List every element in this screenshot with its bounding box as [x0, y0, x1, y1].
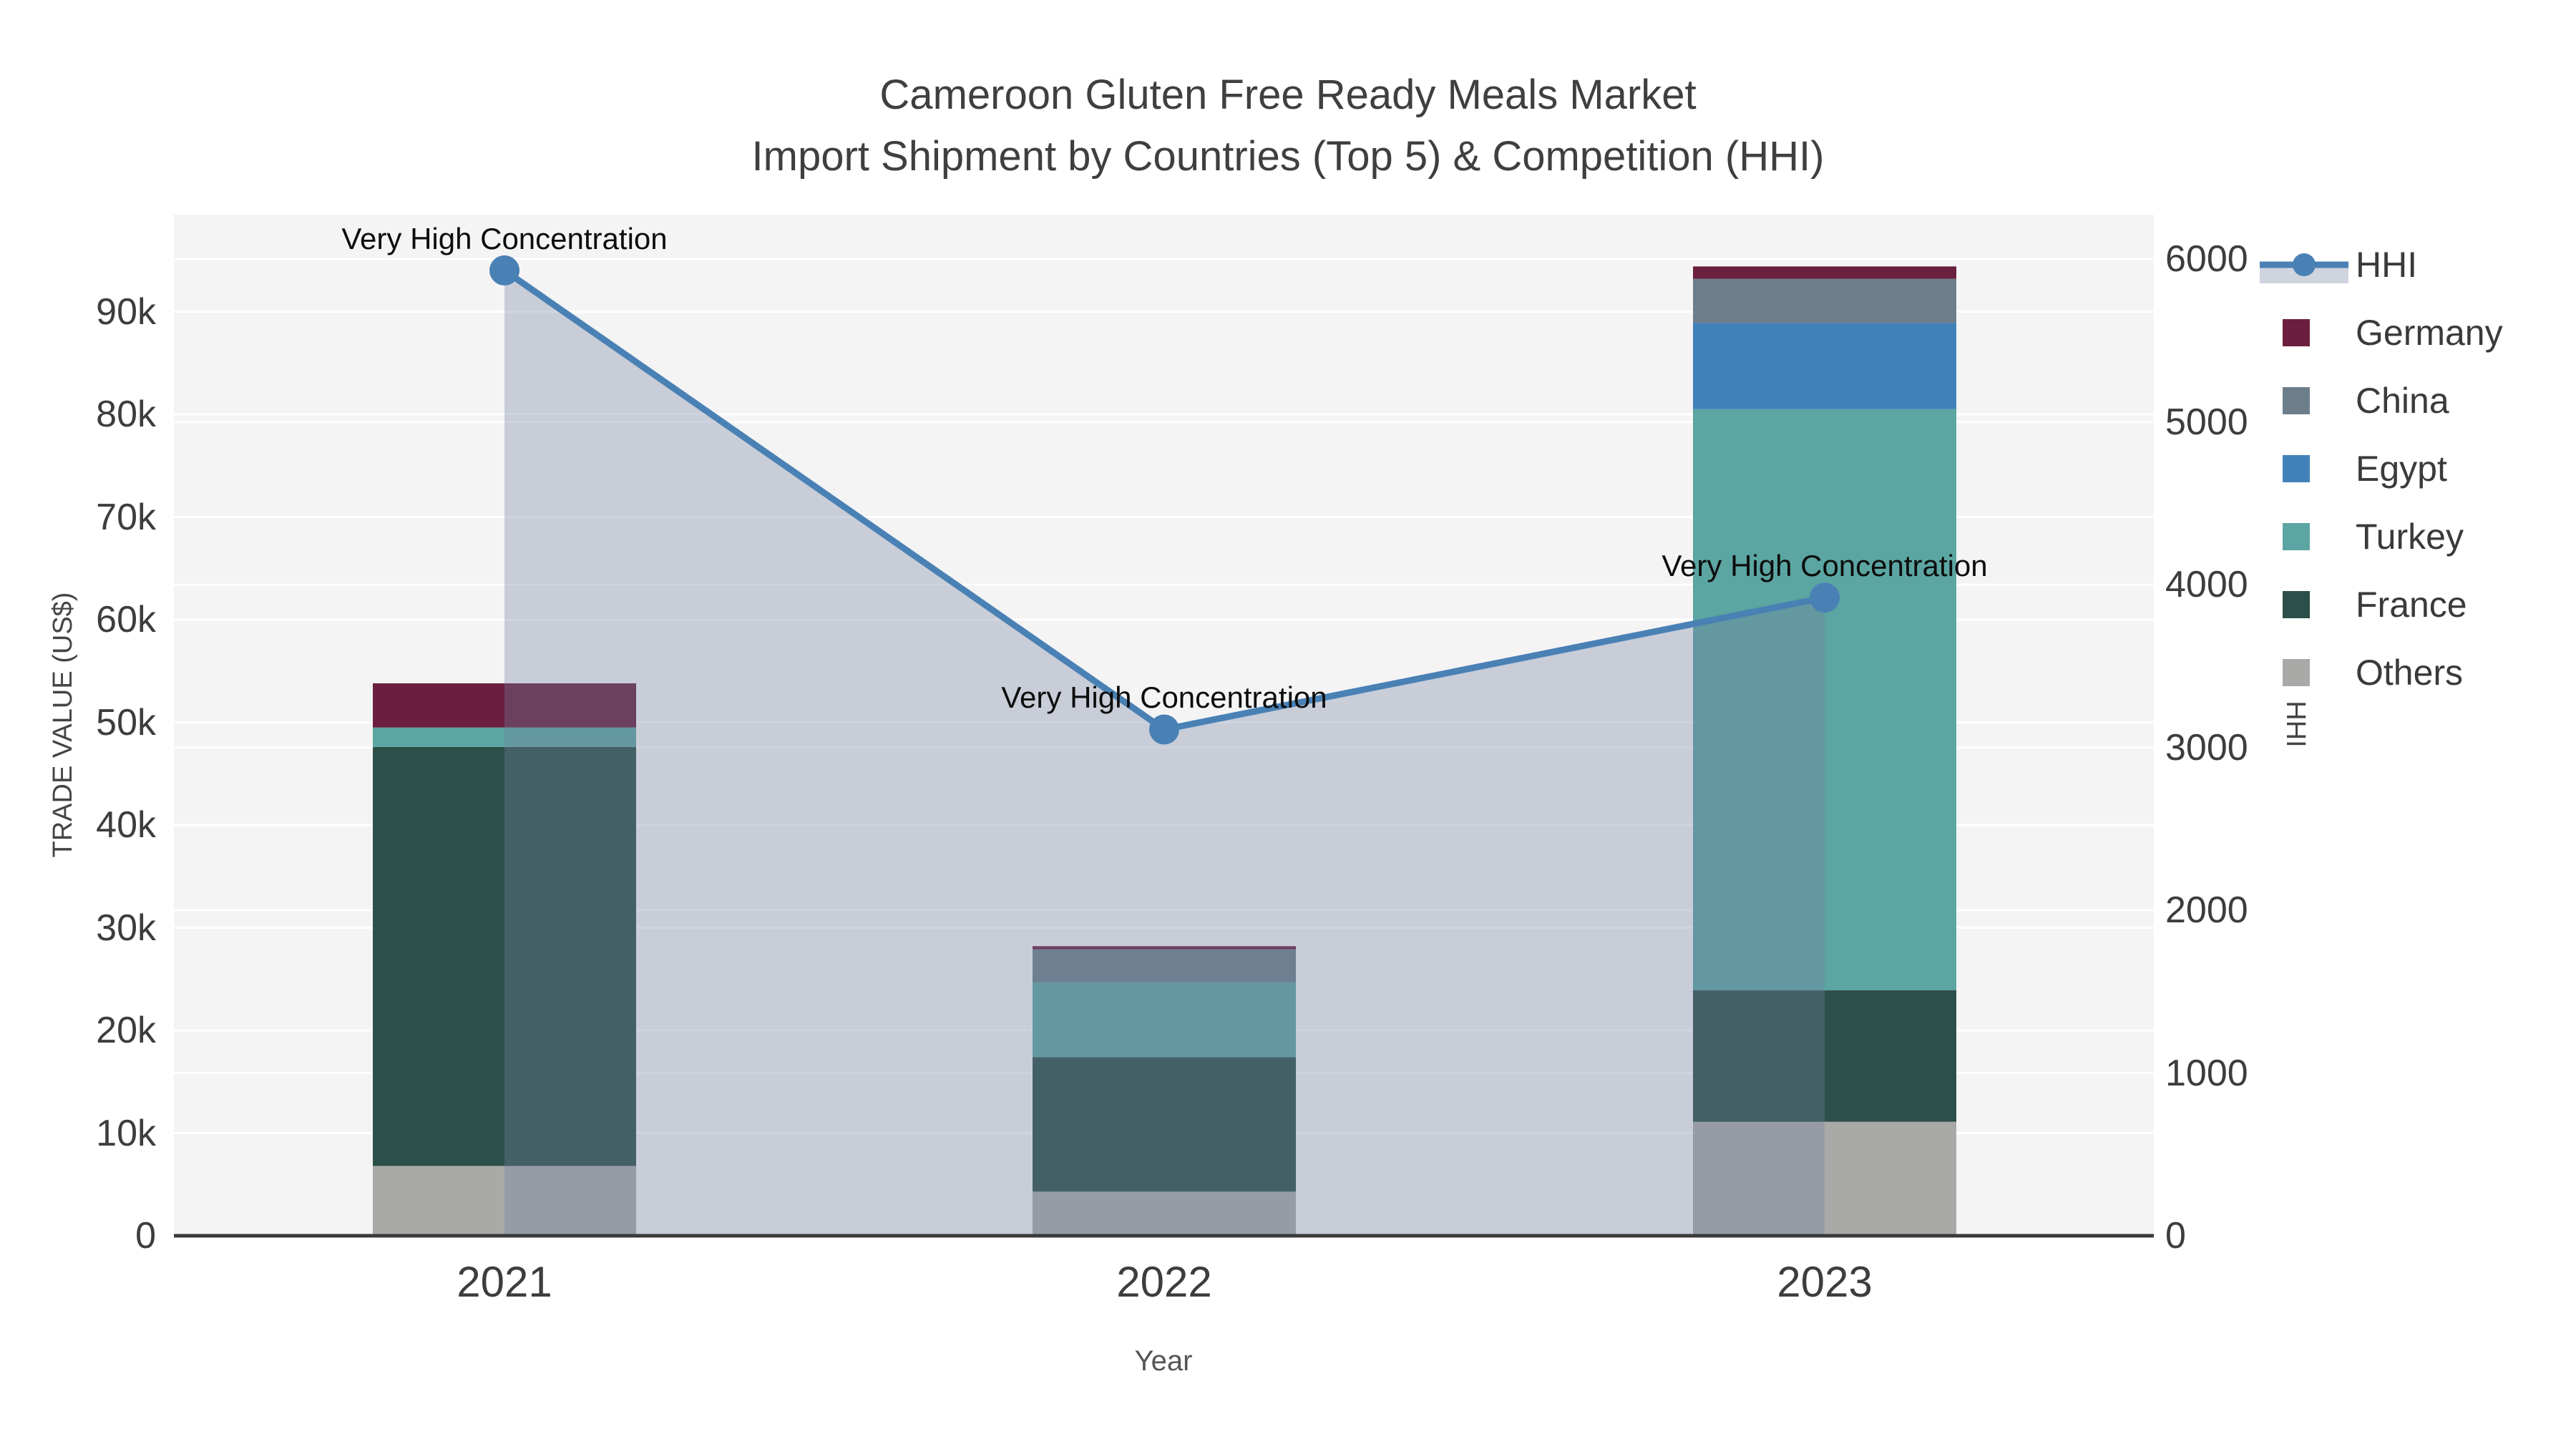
legend-item-hhi[interactable]: HHI	[2356, 245, 2417, 285]
annotation-2023: Very High Concentration	[1662, 549, 1987, 582]
bar-segment-france-2021[interactable]	[373, 746, 636, 1166]
right-tick-0: 0	[2165, 1215, 2186, 1257]
bar-segment-others-2023[interactable]	[1693, 1121, 1956, 1236]
legend-swatch-china[interactable]	[2283, 387, 2310, 414]
hhi-area-fill	[504, 270, 1825, 1236]
left-tick-80k: 80k	[96, 394, 157, 435]
bar-segment-others-2022[interactable]	[1033, 1191, 1296, 1236]
legend-marker-hhi[interactable]	[2293, 253, 2316, 276]
bar-segment-germany-2021[interactable]	[373, 683, 636, 728]
right-axis-title: HHI	[2280, 701, 2311, 747]
bar-segment-egypt-2023[interactable]	[1693, 323, 1956, 409]
hhi-marker-2023[interactable]	[1810, 582, 1840, 613]
left-tick-10k: 10k	[96, 1113, 157, 1154]
legend-item-china[interactable]: China	[2356, 381, 2449, 421]
legend-symbols	[2260, 253, 2348, 686]
right-tick-5000: 5000	[2165, 401, 2248, 443]
annotation-2021: Very High Concentration	[341, 222, 667, 255]
bar-segment-france-2022[interactable]	[1033, 1057, 1296, 1192]
left-tick-50k: 50k	[96, 702, 157, 743]
legend-swatch-turkey[interactable]	[2283, 523, 2310, 550]
annotation-2022: Very High Concentration	[1001, 680, 1327, 714]
hhi-marker-2022[interactable]	[1149, 714, 1179, 745]
legend-swatch-germany[interactable]	[2283, 319, 2310, 346]
bar-segment-turkey-2021[interactable]	[373, 727, 636, 747]
left-tick-0: 0	[135, 1215, 156, 1257]
legend-item-germany[interactable]: Germany	[2356, 313, 2503, 353]
legend-swatch-france[interactable]	[2283, 591, 2310, 618]
left-tick-20k: 20k	[96, 1010, 157, 1051]
bar-segment-germany-2023[interactable]	[1693, 266, 1956, 279]
left-tick-70k: 70k	[96, 497, 157, 538]
hhi-line	[489, 255, 1840, 745]
x-tick-2023: 2023	[1777, 1258, 1872, 1306]
x-tick-2022: 2022	[1116, 1258, 1211, 1306]
legend-swatch-others[interactable]	[2283, 659, 2310, 686]
legend-item-others[interactable]: Others	[2356, 653, 2463, 693]
legend-item-france[interactable]: France	[2356, 585, 2467, 625]
hhi-area	[504, 270, 1825, 1236]
bar-segment-turkey-2022[interactable]	[1033, 982, 1296, 1058]
bar-segment-china-2023[interactable]	[1693, 278, 1956, 323]
left-tick-40k: 40k	[96, 804, 157, 846]
x-axis-title: Year	[1135, 1345, 1193, 1377]
legend-item-egypt[interactable]: Egypt	[2356, 449, 2447, 489]
right-tick-1000: 1000	[2165, 1053, 2248, 1094]
right-tick-6000: 6000	[2165, 238, 2248, 280]
legend-swatch-egypt[interactable]	[2283, 455, 2310, 482]
hhi-marker-2021[interactable]	[489, 255, 519, 286]
bar-segment-china-2022[interactable]	[1033, 949, 1296, 982]
left-axis-title: TRADE VALUE (US$)	[48, 592, 78, 858]
right-tick-2000: 2000	[2165, 889, 2248, 931]
stacked-bars	[373, 266, 1956, 1236]
chart-title-line1: Cameroon Gluten Free Ready Meals Market	[879, 72, 1696, 118]
bar-segment-others-2021[interactable]	[373, 1166, 636, 1236]
left-tick-60k: 60k	[96, 599, 157, 640]
bar-segment-france-2023[interactable]	[1693, 990, 1956, 1122]
chart-title-line2: Import Shipment by Countries (Top 5) & C…	[752, 133, 1825, 180]
bar-segment-germany-2022[interactable]	[1033, 946, 1296, 950]
x-tick-2021: 2021	[457, 1258, 552, 1306]
left-tick-30k: 30k	[96, 907, 157, 949]
left-tick-90k: 90k	[96, 291, 157, 333]
right-tick-3000: 3000	[2165, 727, 2248, 769]
right-tick-4000: 4000	[2165, 564, 2248, 605]
bar-segment-turkey-2023[interactable]	[1693, 409, 1956, 991]
legend-item-turkey[interactable]: Turkey	[2356, 517, 2464, 557]
